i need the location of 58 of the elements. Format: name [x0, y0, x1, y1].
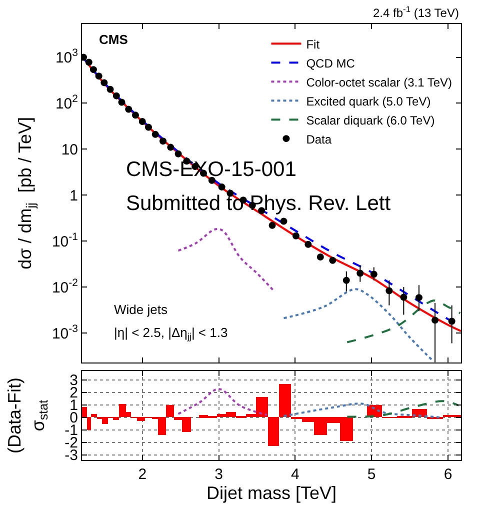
- annotation: Wide jets: [114, 302, 168, 317]
- point: [292, 232, 300, 240]
- annotation: |η| < 2.5, |Δη$_{jj}$| < 1.3: [114, 325, 228, 342]
- y-tick-label: 10$^{-3}$: [52, 322, 78, 342]
- text: 2.4 fb$^{-1}$ (13 TeV): [373, 4, 459, 20]
- x-tick-label: 6: [444, 466, 452, 483]
- point: [95, 72, 102, 80]
- point: [144, 124, 152, 131]
- y-tick-label: -3: [64, 447, 78, 464]
- point: [174, 150, 182, 158]
- point: [112, 92, 120, 100]
- y-tick-label: 10$^{-1}$: [52, 231, 78, 250]
- point: [356, 270, 364, 277]
- point: [100, 79, 108, 86]
- legend-label: Color-octet scalar (3.1 TeV): [306, 75, 452, 90]
- line-series: [346, 299, 461, 344]
- point: [125, 106, 132, 113]
- line-series: [177, 228, 275, 292]
- y-tick-label: 1: [70, 187, 78, 204]
- point: [316, 254, 324, 261]
- line-series: [282, 288, 434, 362]
- point: [118, 98, 126, 106]
- legend-label: QCD MC: [306, 56, 356, 70]
- annotation: CMS: [99, 32, 128, 47]
- point: [152, 130, 159, 138]
- point: [386, 287, 393, 294]
- x-axis-title: Dijet mass [TeV]: [206, 483, 337, 503]
- x-tick-label: 4: [291, 466, 300, 483]
- point: [90, 66, 97, 74]
- point: [132, 112, 139, 119]
- legend-label: Fit: [306, 37, 320, 52]
- point: [329, 256, 336, 264]
- y-tick-label: 10$^{3}$: [55, 47, 78, 67]
- x-tick-label: 3: [214, 466, 223, 483]
- legend-label: Data: [306, 132, 332, 146]
- legend-label: Scalar diquark (6.0 TeV): [306, 113, 435, 128]
- point: [432, 316, 439, 324]
- point: [370, 270, 378, 278]
- y-tick-label: 10: [61, 141, 78, 158]
- point: [415, 294, 422, 302]
- point: [160, 138, 166, 145]
- point: [280, 218, 288, 225]
- point: [342, 276, 350, 284]
- point: [448, 318, 456, 325]
- legend-label: Excited quark (5.0 TeV): [306, 94, 431, 108]
- point: [85, 58, 92, 66]
- x-tick-label: 2: [138, 466, 147, 483]
- y-tick-label: 10$^{-2}$: [52, 277, 78, 296]
- point: [167, 144, 174, 151]
- y-tick-label: 10$^{2}$: [55, 93, 78, 112]
- point: [218, 184, 226, 191]
- point: [268, 222, 276, 229]
- x-tick-label: 5: [367, 466, 376, 483]
- point: [138, 118, 146, 126]
- point: [304, 240, 312, 248]
- line-series: [177, 388, 268, 416]
- point: [400, 294, 408, 301]
- point: [106, 86, 114, 93]
